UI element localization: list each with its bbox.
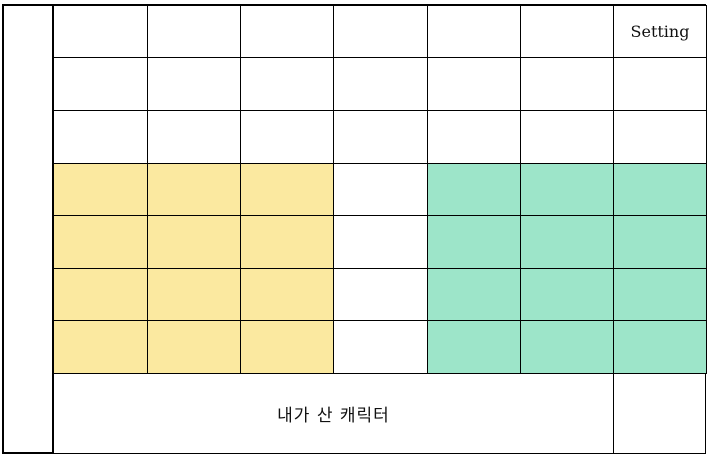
yellow-grid-cell[interactable]	[53, 320, 148, 374]
grid-cell[interactable]	[333, 57, 428, 111]
grid-cell[interactable]	[427, 5, 521, 58]
grid-cell[interactable]	[240, 5, 334, 58]
yellow-grid-cell[interactable]	[53, 163, 148, 216]
yellow-grid-cell[interactable]	[240, 320, 334, 374]
left-sidebar	[2, 4, 54, 454]
green-grid-cell[interactable]	[520, 163, 614, 216]
yellow-grid-cell[interactable]	[240, 268, 334, 321]
grid-cell[interactable]	[147, 5, 241, 58]
setting-button[interactable]: Setting	[613, 5, 707, 58]
bottom-right-slot[interactable]	[613, 373, 706, 454]
yellow-grid-cell[interactable]	[240, 215, 334, 269]
green-grid-cell[interactable]	[613, 268, 707, 321]
grid-cell[interactable]	[53, 57, 148, 111]
grid-cell[interactable]	[520, 110, 614, 164]
green-grid-cell[interactable]	[427, 163, 521, 216]
green-grid-cell[interactable]	[520, 320, 614, 374]
grid-cell[interactable]	[53, 110, 148, 164]
yellow-grid-cell[interactable]	[147, 215, 241, 269]
grid-cell[interactable]	[333, 5, 428, 58]
grid-cell[interactable]	[613, 110, 707, 164]
setting-label: Setting	[630, 22, 690, 41]
grid-cell[interactable]	[333, 320, 428, 374]
grid-cell[interactable]	[427, 110, 521, 164]
grid-cell[interactable]	[53, 5, 148, 58]
grid-cell[interactable]	[240, 57, 334, 111]
yellow-grid-cell[interactable]	[147, 268, 241, 321]
grid-cell[interactable]	[333, 215, 428, 269]
green-grid-cell[interactable]	[427, 215, 521, 269]
grid-cell[interactable]	[613, 57, 707, 111]
grid-cell[interactable]	[333, 268, 428, 321]
green-grid-cell[interactable]	[520, 268, 614, 321]
green-grid-cell[interactable]	[613, 215, 707, 269]
yellow-grid-cell[interactable]	[147, 163, 241, 216]
grid-cell[interactable]	[240, 110, 334, 164]
green-grid-cell[interactable]	[613, 320, 707, 374]
purchased-characters-label: 내가 산 캐릭터	[277, 406, 390, 426]
grid-cell[interactable]	[147, 57, 241, 111]
green-grid-cell[interactable]	[613, 163, 707, 216]
yellow-grid-cell[interactable]	[147, 320, 241, 374]
green-grid-cell[interactable]	[427, 268, 521, 321]
grid-cell[interactable]	[520, 5, 614, 58]
yellow-grid-cell[interactable]	[53, 268, 148, 321]
grid-cell[interactable]	[333, 163, 428, 216]
yellow-grid-cell[interactable]	[53, 215, 148, 269]
grid-cell[interactable]	[427, 57, 521, 111]
yellow-grid-cell[interactable]	[240, 163, 334, 216]
purchased-characters-panel[interactable]: 내가 산 캐릭터	[53, 373, 614, 454]
grid-cell[interactable]	[333, 110, 428, 164]
green-grid-cell[interactable]	[427, 320, 521, 374]
green-grid-cell[interactable]	[520, 215, 614, 269]
grid-cell[interactable]	[147, 110, 241, 164]
grid-cell[interactable]	[520, 57, 614, 111]
